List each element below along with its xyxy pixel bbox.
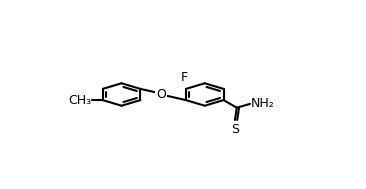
Text: F: F bbox=[180, 71, 188, 84]
Text: O: O bbox=[156, 88, 166, 101]
Text: NH₂: NH₂ bbox=[251, 97, 275, 110]
Text: S: S bbox=[231, 123, 239, 136]
Text: CH₃: CH₃ bbox=[68, 94, 92, 107]
